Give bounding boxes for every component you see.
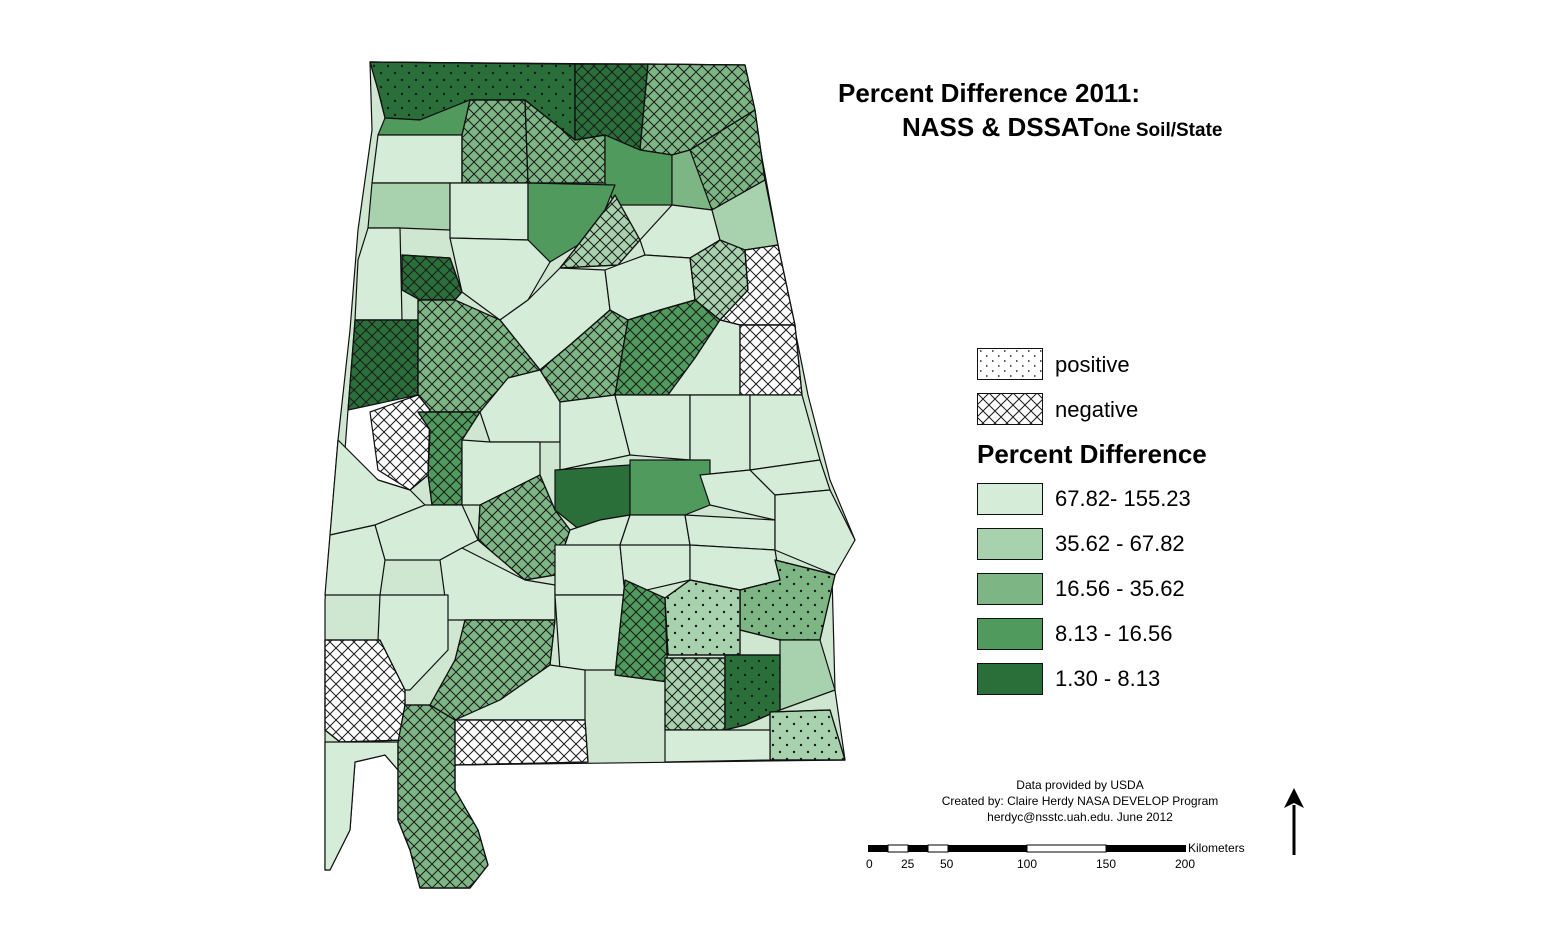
map-subtitle-main: NASS & DSSAT	[902, 112, 1094, 142]
scale-tick-25: 25	[901, 857, 915, 871]
legend-swatch-class-3	[977, 573, 1043, 605]
county	[664, 579, 741, 656]
scale-bar-segment	[927, 844, 949, 853]
credit-contact: herdyc@nsstc.uah.edu. June 2012	[987, 810, 1173, 824]
county	[724, 654, 781, 731]
legend-label-class-3: 16.56 - 35.62	[1055, 576, 1185, 601]
legend-swatch-class-1	[977, 483, 1043, 515]
county[interactable]	[554, 594, 626, 671]
county[interactable]	[664, 729, 771, 763]
scale-bar-segment	[908, 845, 928, 852]
county	[347, 319, 419, 411]
county[interactable]	[449, 182, 529, 241]
map-subtitle: NASS & DSSATOne Soil/State	[902, 112, 1222, 143]
legend-label-class-2: 35.62 - 67.82	[1055, 531, 1185, 556]
county[interactable]	[324, 741, 399, 871]
north-arrow-icon	[1284, 788, 1304, 855]
county[interactable]	[684, 514, 776, 551]
legend-swatch-class-5	[977, 663, 1043, 695]
map-subtitle-suffix: One Soil/State	[1093, 120, 1223, 141]
scale-bar	[868, 844, 1186, 853]
county	[739, 324, 803, 396]
legend-label-negative: negative	[1055, 397, 1139, 422]
legend-heading: Percent Difference	[977, 439, 1207, 469]
scale-bar-unit: Kilometers	[1188, 841, 1245, 855]
credit-data-source: Data provided by USDA	[1016, 778, 1144, 792]
county	[664, 657, 726, 731]
county[interactable]	[774, 489, 856, 576]
county	[397, 704, 489, 889]
county	[739, 559, 836, 641]
county	[614, 579, 669, 683]
scale-tick-150: 150	[1096, 857, 1117, 871]
scale-tick-0: 0	[866, 857, 873, 871]
map-title: Percent Difference 2011:	[838, 78, 1141, 108]
county[interactable]	[367, 182, 451, 231]
county[interactable]	[324, 524, 386, 596]
scale-bar-segment	[1026, 844, 1107, 853]
county	[449, 719, 589, 766]
scale-bar-segment	[948, 845, 1027, 852]
county[interactable]	[629, 459, 711, 516]
legend-label-class-5: 1.30 - 8.13	[1055, 666, 1161, 691]
legend-swatch-class-2	[977, 528, 1043, 560]
county	[574, 63, 649, 151]
scale-bar-segment	[887, 844, 909, 853]
scale-bar-segment	[1106, 845, 1186, 852]
scale-tick-100: 100	[1017, 857, 1038, 871]
legend-label-class-4: 8.13 - 16.56	[1055, 621, 1173, 646]
county[interactable]	[371, 134, 463, 184]
scale-tick-200: 200	[1175, 857, 1196, 871]
scale-bar-segment	[868, 845, 888, 852]
legend-swatch-negative	[977, 393, 1043, 425]
legend-swatch-positive	[977, 348, 1043, 380]
legend-label-class-1: 67.82- 155.23	[1055, 486, 1191, 511]
legend-swatch-class-4	[977, 618, 1043, 650]
credit-author: Created by: Claire Herdy NASA DEVELOP Pr…	[941, 794, 1219, 808]
legend-label-positive: positive	[1055, 352, 1130, 377]
county	[461, 99, 529, 184]
scale-tick-50: 50	[940, 857, 954, 871]
county[interactable]	[554, 544, 626, 596]
